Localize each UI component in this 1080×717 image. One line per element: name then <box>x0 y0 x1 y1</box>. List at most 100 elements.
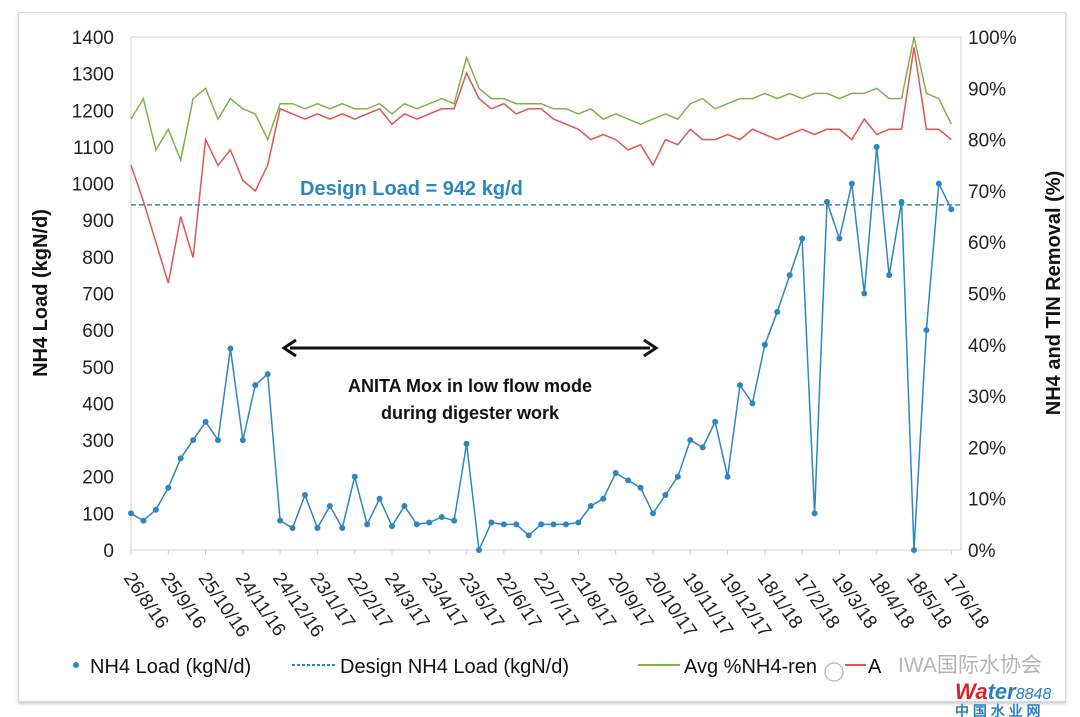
nh4-load-point <box>351 473 358 480</box>
svg-text:Water8848: Water8848 <box>955 679 1051 704</box>
nh4-load-point <box>687 437 694 444</box>
nh4-load-point <box>326 503 333 510</box>
nh4-load-point <box>799 235 806 242</box>
nh4-load-point <box>426 519 433 526</box>
watermark-text: IWA国际水协会 <box>898 654 1042 677</box>
y-right-tick-label: 100% <box>968 28 1017 49</box>
series-layer <box>128 36 961 553</box>
legend-design: Design NH4 Load (kgN/d) <box>340 656 569 678</box>
nh4-load-point <box>712 418 719 425</box>
nh4-load-point <box>525 532 532 539</box>
nh4-removal-line <box>130 36 952 163</box>
nh4-load-point <box>314 525 321 532</box>
nh4-load-point <box>749 400 756 407</box>
y-right-tick-label: 60% <box>968 233 1006 254</box>
y-right-tick-label: 30% <box>968 387 1006 408</box>
y-left-tick-label: 1300 <box>72 65 114 86</box>
nh4-load-point <box>910 547 917 553</box>
nh4-load-point <box>898 198 905 205</box>
nh4-load-point <box>388 523 395 530</box>
nh4-load-point <box>786 272 793 279</box>
nh4-load-point <box>649 510 656 517</box>
y-right-label: NH4 and TIN Removal (%) <box>1043 171 1065 415</box>
y-right-tick-label: 10% <box>968 490 1006 511</box>
nh4-load-point <box>438 514 445 521</box>
y-left-tick-label: 1100 <box>73 138 114 159</box>
nh4-load-point <box>239 437 246 444</box>
nh4-load-point <box>538 521 545 528</box>
nh4-load-point <box>364 521 371 528</box>
y-left-tick-label: 900 <box>82 211 114 232</box>
y-right-tick-label: 70% <box>968 182 1006 203</box>
y-left-tick-label: 1200 <box>72 101 114 122</box>
nh4-load-point <box>165 484 172 491</box>
nh4-load-point <box>736 382 743 389</box>
y-left-tick-label: 600 <box>82 321 114 342</box>
nh4-load-point <box>612 470 619 477</box>
y-left-tick-label: 0 <box>103 541 114 562</box>
nh4-load-point <box>488 519 495 526</box>
nh4-load-point <box>562 521 569 528</box>
nh4-load-point <box>227 345 234 352</box>
nh4-load-point <box>575 519 582 526</box>
legend: NH4 Load (kgN/d) Design NH4 Load (kgN/d)… <box>73 656 882 678</box>
nh4-load-point <box>152 506 159 513</box>
nh4-load-point <box>252 382 259 389</box>
watermark: IWA国际水协会 <box>824 654 1042 682</box>
nh4-load-point <box>600 495 607 502</box>
annotation-line-2: during digester work <box>381 403 560 423</box>
nh4-load-point <box>339 525 346 532</box>
nh4-load-point <box>301 492 308 499</box>
y-left-label: NH4 Load (kgN/d) <box>30 209 52 377</box>
y-left-tick-label: 200 <box>82 468 114 489</box>
nh4-load-point <box>140 517 147 524</box>
nh4-load-point <box>836 235 843 242</box>
legend-marker-load <box>73 662 79 668</box>
nh4-load-point <box>761 341 768 348</box>
annotation-line-1: ANITA Mox in low flow mode <box>348 376 592 396</box>
nh4-load-point <box>500 521 507 528</box>
nh4-load-point <box>177 455 184 462</box>
nh4-load-point <box>886 272 893 279</box>
nh4-load-point <box>948 206 955 213</box>
y-right-tick-label: 20% <box>968 438 1006 459</box>
nh4-load-point <box>277 517 284 524</box>
y-left-tick-label: 300 <box>82 431 114 452</box>
nh4-load-point <box>587 503 594 510</box>
y-right-tick-label: 0% <box>968 541 996 562</box>
y-right-tick-label: 50% <box>968 285 1006 306</box>
nh4-load-point <box>811 510 818 517</box>
nh4-load-point <box>935 180 942 187</box>
nh4-load-point <box>128 510 134 517</box>
nh4-load-point <box>451 517 458 524</box>
low-flow-arrow <box>281 338 659 358</box>
nh4-load-point <box>214 437 221 444</box>
nh4-load-point <box>823 198 830 205</box>
nh4-load-point <box>463 440 470 447</box>
axes: 0 100 200 300 400 500 600 700 800 900 1000 1100 1200… <box>72 28 1017 641</box>
nh4-load-point <box>674 473 681 480</box>
site-cn-text: 中 国 水 业 网 <box>955 703 1041 717</box>
legend-nh4-removal: Avg %NH4-ren <box>684 656 817 678</box>
y-left-tick-label: 800 <box>82 248 114 269</box>
nh4-load-point <box>413 521 420 528</box>
legend-load: NH4 Load (kgN/d) <box>90 656 251 678</box>
nh4-load-point <box>202 418 209 425</box>
legend-tin-removal: A <box>868 656 882 678</box>
y-right-tick-label: 90% <box>968 79 1006 100</box>
nh4-load-point <box>662 492 669 499</box>
nh4-load-point <box>190 437 197 444</box>
nh4-load-point <box>475 547 482 553</box>
y-left-tick-label: 1000 <box>72 175 114 196</box>
nh4-load-point <box>774 308 781 315</box>
tin-removal-line <box>130 47 952 284</box>
y-left-tick-label: 1400 <box>72 28 114 49</box>
y-right-tick-label: 80% <box>968 131 1006 152</box>
y-left-tick-label: 500 <box>82 358 114 379</box>
nh4-load-point <box>873 143 880 150</box>
nh4-load-point <box>513 521 520 528</box>
nh4-load-point <box>848 180 855 187</box>
nh4-load-point <box>923 327 930 334</box>
nh4-load-point <box>289 525 296 532</box>
